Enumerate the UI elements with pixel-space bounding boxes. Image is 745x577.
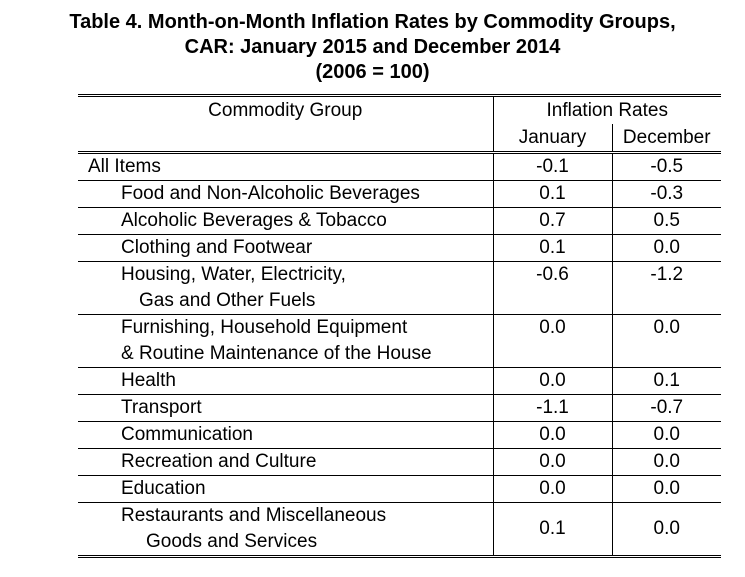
row-label-line-1: Housing, Water, Electricity, xyxy=(121,264,346,285)
row-december-value: -0.3 xyxy=(612,180,721,208)
row-label: Housing, Water, Electricity, Gas and Oth… xyxy=(78,261,494,315)
table-row: Restaurants and Miscellaneous Goods and … xyxy=(78,502,721,558)
row-january-value: 0.0 xyxy=(493,314,613,368)
header-commodity-group: Commodity Group xyxy=(78,94,494,124)
table-row: Alcoholic Beverages & Tobacco 0.7 0.5 xyxy=(78,207,721,235)
header-january: January xyxy=(493,124,613,154)
row-label: Furnishing, Household Equipment & Routin… xyxy=(78,314,494,368)
row-december-value: 0.0 xyxy=(612,421,721,449)
header-inflation-rates: Inflation Rates xyxy=(493,94,721,124)
header-empty-cell xyxy=(78,124,494,154)
table-row: Transport -1.1 -0.7 xyxy=(78,394,721,422)
row-label: Recreation and Culture xyxy=(78,448,494,476)
row-label-line-2: & Routine Maintenance of the House xyxy=(121,343,432,364)
row-january-value: -0.6 xyxy=(493,261,613,315)
row-january-value: 0.7 xyxy=(493,207,613,235)
row-january-value: 0.1 xyxy=(493,180,613,208)
row-label: Clothing and Footwear xyxy=(78,234,494,262)
row-label: Transport xyxy=(78,394,494,422)
row-january-value: 0.1 xyxy=(493,502,613,558)
title-line-1: Table 4. Month-on-Month Inflation Rates … xyxy=(69,11,676,33)
row-december-value: -0.7 xyxy=(612,394,721,422)
row-december-value: 0.5 xyxy=(612,207,721,235)
row-december-value: 0.0 xyxy=(612,502,721,558)
inflation-table: Commodity Group Inflation Rates January … xyxy=(78,94,721,558)
table-row: Food and Non-Alcoholic Beverages 0.1 -0.… xyxy=(78,180,721,208)
table-row: Recreation and Culture 0.0 0.0 xyxy=(78,448,721,476)
row-january-value: 0.0 xyxy=(493,448,613,476)
row-january-value: 0.1 xyxy=(493,234,613,262)
row-december-value: 0.0 xyxy=(612,314,721,368)
row-january-value: -1.1 xyxy=(493,394,613,422)
header-row-1: Commodity Group Inflation Rates xyxy=(78,94,721,124)
row-label: Alcoholic Beverages & Tobacco xyxy=(78,207,494,235)
row-label: Health xyxy=(78,367,494,395)
row-december-value: -0.5 xyxy=(612,152,721,181)
header-december: December xyxy=(612,124,721,154)
row-december-value: -1.2 xyxy=(612,261,721,315)
row-label-line-1: Furnishing, Household Equipment xyxy=(121,317,408,338)
header-row-2: January December xyxy=(78,124,721,154)
row-january-value: 0.0 xyxy=(493,367,613,395)
row-december-value: 0.0 xyxy=(612,234,721,262)
table-row: Housing, Water, Electricity, Gas and Oth… xyxy=(78,261,721,315)
row-label: All Items xyxy=(78,152,494,181)
row-label: Communication xyxy=(78,421,494,449)
table-title: Table 4. Month-on-Month Inflation Rates … xyxy=(0,10,745,85)
row-december-value: 0.0 xyxy=(612,475,721,503)
row-december-value: 0.0 xyxy=(612,448,721,476)
row-january-value: 0.0 xyxy=(493,475,613,503)
row-january-value: 0.0 xyxy=(493,421,613,449)
row-label: Education xyxy=(78,475,494,503)
table-row: Furnishing, Household Equipment & Routin… xyxy=(78,314,721,368)
row-december-value: 0.1 xyxy=(612,367,721,395)
table-row: Clothing and Footwear 0.1 0.0 xyxy=(78,234,721,262)
table-row: Communication 0.0 0.0 xyxy=(78,421,721,449)
row-january-value: -0.1 xyxy=(493,152,613,181)
title-line-3: (2006 = 100) xyxy=(315,61,430,83)
table-row: All Items -0.1 -0.5 xyxy=(78,152,721,181)
title-line-2: CAR: January 2015 and December 2014 xyxy=(184,36,561,58)
row-label: Restaurants and Miscellaneous Goods and … xyxy=(78,502,494,558)
row-label: Food and Non-Alcoholic Beverages xyxy=(78,180,494,208)
row-label-line-1: Restaurants and Miscellaneous xyxy=(121,505,387,526)
row-label-line-2: Goods and Services xyxy=(146,531,318,552)
table-row: Education 0.0 0.0 xyxy=(78,475,721,503)
row-label-line-2: Gas and Other Fuels xyxy=(139,290,316,311)
table-row: Health 0.0 0.1 xyxy=(78,367,721,395)
